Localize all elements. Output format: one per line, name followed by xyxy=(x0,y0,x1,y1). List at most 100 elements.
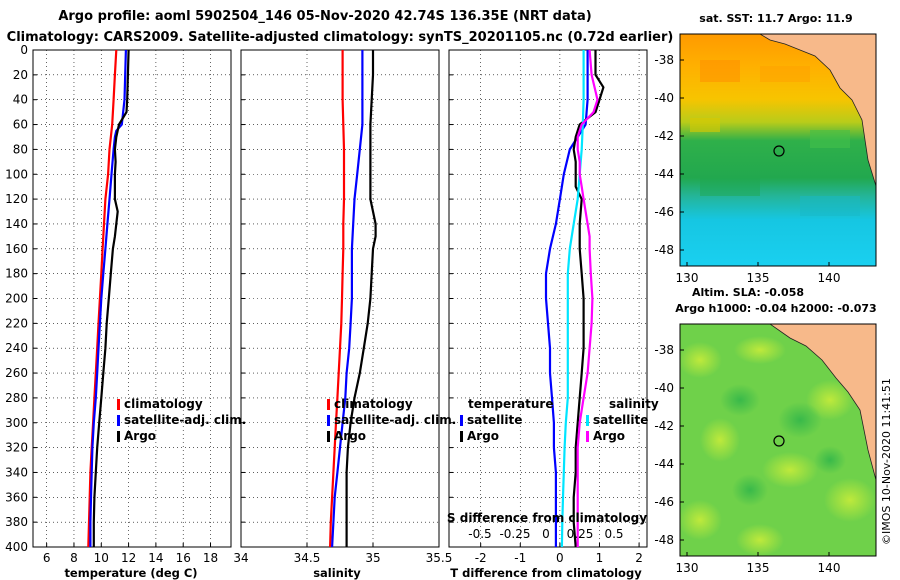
depth-tick-label: 340 xyxy=(5,465,28,479)
x-tick-label: 35.5 xyxy=(426,551,453,565)
x-tick-label: 34.5 xyxy=(294,551,321,565)
sla-lon-ticks: 130 135 140 xyxy=(676,552,841,575)
series-line-salinity-argo xyxy=(576,49,599,547)
lon-tick-label: 140 xyxy=(818,561,841,575)
temperature-axis-label: temperature (deg C) xyxy=(64,566,197,580)
depth-tick-label: 180 xyxy=(5,267,28,281)
depth-tick-label: 260 xyxy=(5,366,28,380)
legend-swatch-sal-satellite xyxy=(586,415,589,426)
series-line-climatology xyxy=(329,50,346,548)
depth-tick-label: 320 xyxy=(5,441,28,455)
secondary-tick: 0.25 xyxy=(567,527,594,541)
lat-tick-label: -40 xyxy=(654,381,674,395)
x-tick-label: 34 xyxy=(233,551,248,565)
secondary-tick: -0.25 xyxy=(499,527,530,541)
x-tick-label: 16 xyxy=(176,551,191,565)
sst-lat-ticks: -38 -40 -42 -44 -46 -48 xyxy=(654,53,684,257)
depth-tick-label: 140 xyxy=(5,217,28,231)
depth-tick-label: 60 xyxy=(13,118,28,132)
depth-tick-label: 40 xyxy=(13,93,28,107)
depth-tick-label: 160 xyxy=(5,242,28,256)
lat-tick-label: -48 xyxy=(654,533,674,547)
depth-tick-label: 240 xyxy=(5,341,28,355)
lat-tick-label: -44 xyxy=(654,167,674,181)
argo-location-marker xyxy=(773,435,785,447)
legend-swatch-climatology xyxy=(117,399,120,410)
salinity-legend: climatology satellite-adj. clim. Argo xyxy=(327,397,456,443)
lat-tick-label: -38 xyxy=(654,53,674,67)
lat-tick-label: -40 xyxy=(654,91,674,105)
secondary-tick: 0.5 xyxy=(604,527,623,541)
secondary-axis-label: S difference from climatology xyxy=(447,511,647,525)
legend-label-climatology: climatology xyxy=(334,397,413,411)
legend-swatch-temp-satellite xyxy=(460,415,463,426)
series-line-satellite-adj-clim- xyxy=(331,50,364,548)
series-line-argo xyxy=(92,49,130,547)
lon-tick-label: 135 xyxy=(747,271,770,285)
lat-tick-label: -46 xyxy=(654,495,674,509)
x-tick-label: 10 xyxy=(94,551,109,565)
legend-label-climatology: climatology xyxy=(124,397,203,411)
difference-legend: temperature salinity satellite Argo sate… xyxy=(447,397,659,541)
x-tick-label: -2 xyxy=(475,551,487,565)
x-tick-label: 35 xyxy=(365,551,380,565)
legend-swatch-satellite xyxy=(327,415,330,426)
legend-label-argo: Argo xyxy=(334,429,366,443)
difference-grid: -2 -1 0 1 2 xyxy=(449,49,647,565)
legend-label-temp-satellite: satellite xyxy=(467,413,522,427)
legend-label-sal-satellite: satellite xyxy=(593,413,648,427)
legend-swatch-argo xyxy=(117,431,120,442)
legend-swatch-temp-argo xyxy=(460,431,463,442)
x-tick-label: 0 xyxy=(556,551,564,565)
x-tick-label: 8 xyxy=(70,551,78,565)
imos-credit: ©IMOS 10-Nov-2020 11:41:51 xyxy=(880,378,893,545)
lat-tick-label: -44 xyxy=(654,457,674,471)
secondary-tick: 0 xyxy=(542,527,550,541)
x-tick-label: 2 xyxy=(635,551,643,565)
x-tick-label: 1 xyxy=(596,551,604,565)
x-tick-label: 14 xyxy=(148,551,163,565)
sst-map-title: sat. SST: 11.7 Argo: 11.9 xyxy=(699,12,852,25)
secondary-tick: -0.5 xyxy=(468,527,491,541)
depth-tick-label: 380 xyxy=(5,515,28,529)
depth-tick-label: 120 xyxy=(5,192,28,206)
legend-label-satellite: satellite-adj. clim. xyxy=(124,413,246,427)
sla-lat-ticks: -38 -40 -42 -44 -46 -48 xyxy=(654,343,684,547)
salinity-series xyxy=(329,50,377,548)
legend-title-salinity: salinity xyxy=(609,397,659,411)
x-tick-label: -1 xyxy=(514,551,526,565)
title-line-2: Climatology: CARS2009. Satellite-adjuste… xyxy=(7,30,674,45)
temperature-legend: climatology satellite-adj. clim. Argo xyxy=(117,397,246,443)
depth-tick-label: 300 xyxy=(5,416,28,430)
legend-label-sal-argo: Argo xyxy=(593,429,625,443)
depth-axis: 0 20 40 60 80 100 120 140 160 180 200 220 240 260 280 3… xyxy=(5,43,28,554)
legend-label-argo: Argo xyxy=(124,429,156,443)
sla-map xyxy=(680,324,876,556)
difference-series xyxy=(544,49,605,548)
lat-tick-label: -42 xyxy=(654,419,674,433)
depth-tick-label: 220 xyxy=(5,316,28,330)
lon-tick-label: 135 xyxy=(747,561,770,575)
depth-tick-label: 100 xyxy=(5,167,28,181)
legend-label-satellite: satellite-adj. clim. xyxy=(334,413,456,427)
land-mass xyxy=(769,324,876,481)
legend-swatch-argo xyxy=(327,431,330,442)
salinity-grid: 34 34.5 35 35.5 xyxy=(233,49,453,565)
x-tick-label: 6 xyxy=(43,551,51,565)
depth-tick-label: 0 xyxy=(20,43,28,57)
lat-tick-label: -42 xyxy=(654,129,674,143)
series-line-temperature-satellite xyxy=(544,50,589,547)
lon-tick-label: 130 xyxy=(676,271,699,285)
title-line-1: Argo profile: aoml 5902504_146 05-Nov-20… xyxy=(58,9,591,24)
lat-tick-label: -46 xyxy=(654,205,674,219)
sla-map-subtitle: Argo h1000: -0.04 h2000: -0.073 xyxy=(675,302,876,315)
depth-tick-label: 360 xyxy=(5,490,28,504)
legend-swatch-sal-argo xyxy=(586,431,589,442)
difference-axis-label: T difference from climatology xyxy=(450,566,642,580)
temperature-grid: 6 8 10 12 14 16 18 xyxy=(33,49,231,565)
depth-tick-label: 400 xyxy=(5,540,28,554)
series-line-salinity-satellite xyxy=(560,50,585,548)
lon-tick-label: 130 xyxy=(676,561,699,575)
series-line-argo xyxy=(345,50,377,547)
salinity-axis-label: salinity xyxy=(313,566,361,580)
